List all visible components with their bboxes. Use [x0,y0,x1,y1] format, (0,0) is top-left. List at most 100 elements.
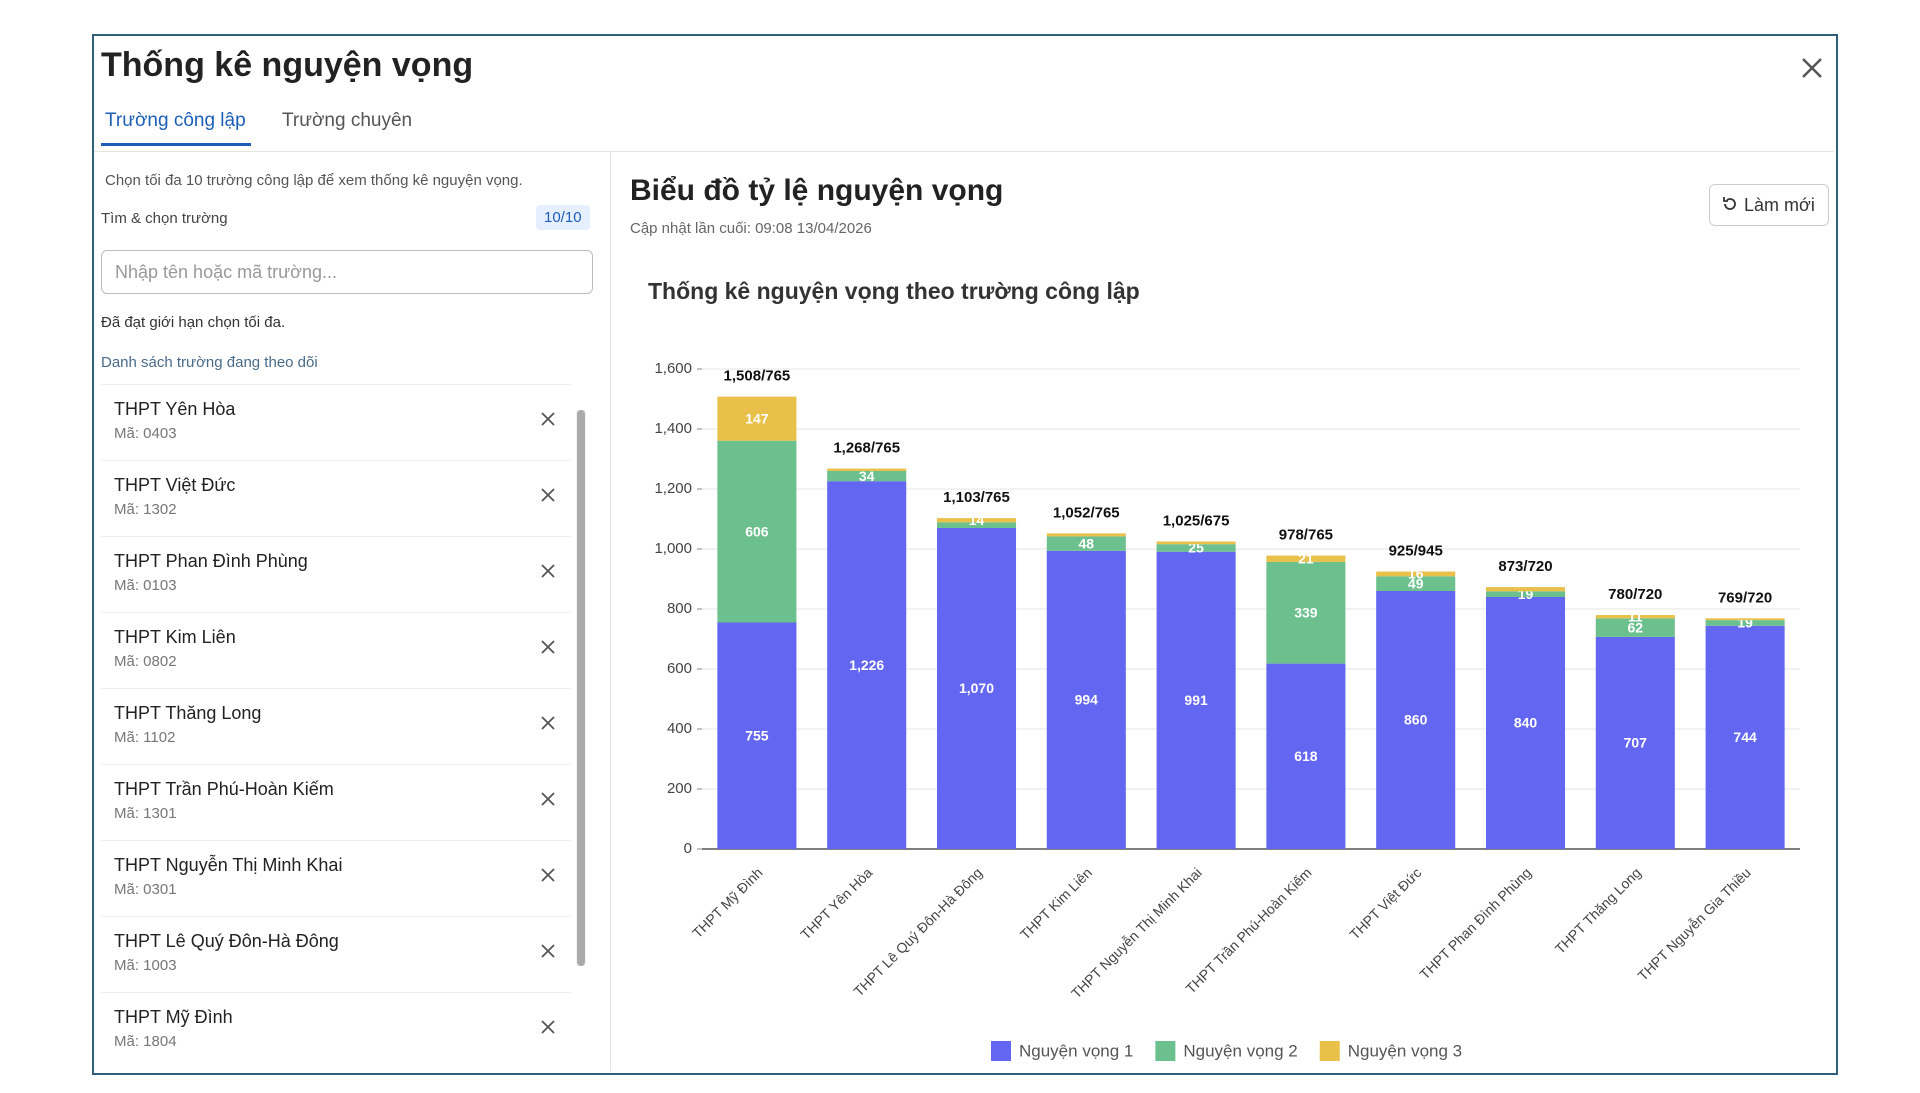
bar-value-label: 606 [745,523,769,539]
remove-button[interactable] [541,868,555,882]
remove-button[interactable] [541,792,555,806]
school-item[interactable] [101,536,571,612]
school-name: THPT Mỹ Đình [114,1007,233,1027]
bar-segment [1046,536,1126,551]
legend-swatch [991,1041,1011,1061]
chart-heading: Biểu đồ tỷ lệ nguyện vọng [630,174,1004,207]
school-name: THPT Lê Quý Đôn-Hà Đông [114,931,339,951]
bar-segment [1376,576,1456,591]
search-input[interactable] [101,250,593,294]
bar-segment [1376,591,1456,849]
bar-segment [1705,618,1785,621]
legend-label: Nguyện vọng 2 [1183,1041,1297,1060]
bar-segment [717,440,797,623]
bar-top-label: 769/720 [1718,589,1772,606]
remove-button[interactable] [541,564,555,578]
remove-button[interactable] [541,412,555,426]
divider [94,151,1834,152]
bar-value-label: 147 [745,410,769,426]
legend-label: Nguyện vọng 3 [1348,1041,1462,1060]
search-placeholder: Nhập tên hoặc mã trường... [115,262,337,282]
refresh-label: Làm mới [1744,195,1815,215]
remove-button[interactable] [541,716,555,730]
close-button[interactable] [1800,56,1824,80]
remove-button[interactable] [541,944,555,958]
school-code: Mã: 1003 [114,957,177,974]
bar-top-label: 780/720 [1608,586,1662,603]
scrollbar-thumb[interactable] [577,410,585,966]
bar-value-label: 707 [1624,735,1648,751]
y-tick-label: 1,400 [654,420,692,437]
y-tick-label: 1,000 [654,540,692,557]
bar-segment [1485,591,1566,597]
bar-value-label: 11 [1628,608,1643,624]
school-name: THPT Thăng Long [114,703,262,723]
school-item[interactable] [101,460,571,536]
panel-divider [610,152,611,1071]
school-item[interactable] [101,840,571,916]
x-tick-label: THPT Phan Đình Phùng [1416,864,1534,982]
bar-segment [827,468,907,471]
legend-swatch [1155,1041,1176,1061]
bar-segment [936,522,1017,528]
bar-value-label: 744 [1733,729,1757,745]
bar-segment [827,481,907,849]
bar-value-label: 994 [1075,692,1099,708]
bar-value-label: 618 [1294,748,1318,764]
bar-segment [1376,571,1456,577]
school-name: THPT Phan Đình Phùng [114,551,308,571]
bar-top-label: 1,508/765 [724,368,791,385]
bar-value-label: 1,070 [959,680,994,696]
bar-value-label: 19 [1737,615,1753,631]
bar-value-label: 1,226 [849,657,884,673]
bar-segment [1595,618,1675,637]
y-tick-label: 1,200 [654,480,692,497]
bar-segment [936,528,1017,849]
x-tick-label: THPT Nguyễn Gia Thiều [1634,864,1753,983]
school-code: Mã: 1302 [114,501,177,518]
school-item[interactable] [101,688,571,764]
school-code: Mã: 0103 [114,577,177,594]
modal [92,34,1838,1075]
bar-segment [827,471,907,482]
bar-value-label: 14 [969,512,985,528]
x-tick-label: THPT Thăng Long [1552,864,1644,956]
school-item[interactable] [101,992,571,1068]
school-name: THPT Nguyễn Thị Minh Khai [114,855,343,875]
bar-value-label: 16 [1408,566,1424,582]
school-name: THPT Việt Đức [114,475,236,495]
bar-top-label: 925/945 [1389,542,1443,559]
x-tick-label: THPT Yên Hòa [797,864,875,942]
bar-segment [1595,636,1675,849]
y-tick-label: 800 [667,600,692,617]
refresh-button[interactable] [1709,184,1829,226]
remove-button[interactable] [541,640,555,654]
school-item[interactable] [101,384,571,460]
remove-button[interactable] [541,488,555,502]
tab-active[interactable]: Trường công lập [105,110,246,131]
bar-value-label: 860 [1404,712,1428,728]
bar-segment [1156,541,1236,545]
bar-segment [1266,663,1346,849]
bar-top-label: 978/765 [1279,527,1333,544]
x-tick-label: THPT Kim Liên [1017,864,1095,942]
y-tick-label: 600 [667,660,692,677]
x-tick-label: THPT Nguyễn Thị Minh Khai [1068,864,1205,1001]
school-code: Mã: 1102 [114,729,176,746]
bar-value-label: 755 [745,727,769,743]
modal-title: Thống kê nguyện vọng [101,46,474,84]
school-item[interactable] [101,916,571,992]
legend-label: Nguyện vọng 1 [1019,1041,1133,1060]
remove-button[interactable] [541,1020,555,1034]
bar-value-label: 339 [1294,604,1318,620]
bar-segment [717,396,797,441]
tab[interactable]: Trường chuyên [282,110,413,131]
refresh-icon [1723,197,1736,210]
school-item[interactable] [101,612,571,688]
bar-value-label: 49 [1408,575,1424,591]
school-name: THPT Trần Phú-Hoàn Kiếm [114,779,334,799]
school-code: Mã: 1301 [114,805,177,822]
bar-segment [1705,625,1785,849]
bar-segment [1156,544,1236,552]
school-item[interactable] [101,764,571,840]
